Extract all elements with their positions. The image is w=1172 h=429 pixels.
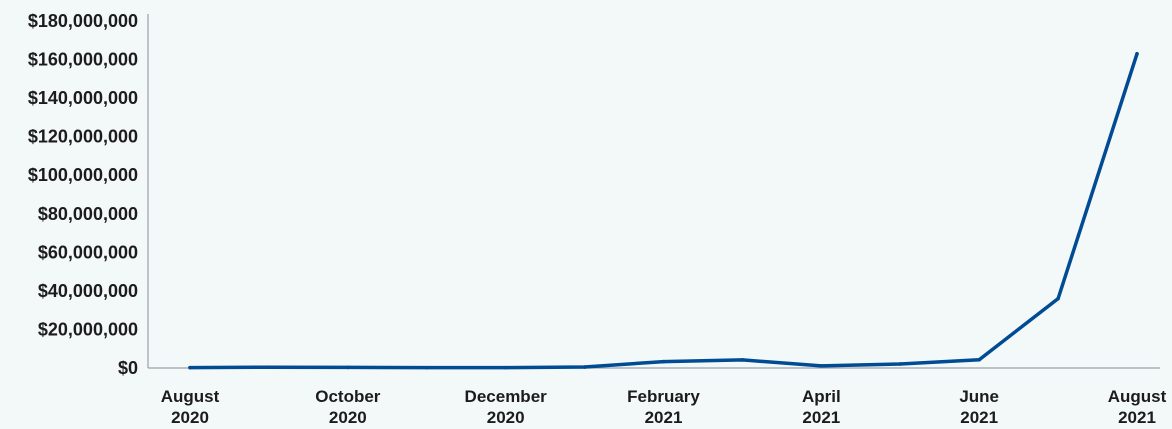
y-tick-label: $100,000,000 bbox=[28, 165, 138, 185]
y-tick-label: $160,000,000 bbox=[28, 50, 138, 70]
data-point bbox=[346, 365, 350, 370]
x-tick-month: December bbox=[465, 387, 548, 406]
y-tick-label: $60,000,000 bbox=[38, 242, 138, 262]
plot-area bbox=[188, 51, 1139, 370]
x-tick-year: 2020 bbox=[487, 408, 525, 427]
x-tick-year: 2021 bbox=[960, 408, 998, 427]
data-point bbox=[977, 357, 981, 362]
x-tick-label: June 2021 bbox=[959, 387, 999, 427]
data-point bbox=[424, 365, 429, 370]
y-tick-label: $120,000,000 bbox=[28, 127, 138, 147]
x-tick-year: 2020 bbox=[171, 408, 209, 427]
x-tick-month: October bbox=[315, 387, 381, 406]
y-tick-label: $80,000,000 bbox=[38, 204, 138, 224]
y-tick-label: $40,000,000 bbox=[38, 281, 138, 301]
x-tick-label: December 2020 bbox=[465, 387, 548, 427]
x-tick-label: August 2020 bbox=[161, 387, 220, 427]
x-tick-month: April bbox=[802, 387, 841, 406]
x-tick-year: 2021 bbox=[802, 408, 840, 427]
data-point bbox=[503, 365, 508, 370]
y-tick-label: $20,000,000 bbox=[38, 319, 138, 339]
x-tick-year: 2020 bbox=[329, 408, 367, 427]
y-tick-label: $140,000,000 bbox=[28, 88, 138, 108]
x-tick-year: 2021 bbox=[1118, 408, 1156, 427]
data-point bbox=[661, 359, 666, 364]
x-tick-label: February 2021 bbox=[627, 387, 700, 427]
y-axis: $0 $20,000,000 $40,000,000 $60,000,000 $80,0… bbox=[28, 11, 149, 378]
x-axis: August 2020 October 2020 December 2020 Februar… bbox=[148, 367, 1167, 427]
data-point bbox=[898, 362, 903, 366]
x-tick-label: April 2021 bbox=[802, 387, 841, 427]
y-tick-label: $180,000,000 bbox=[28, 11, 138, 31]
x-tick-month: August bbox=[161, 387, 220, 406]
x-tick-month: February bbox=[627, 387, 700, 406]
x-tick-month: August bbox=[1108, 387, 1167, 406]
x-tick-label: October 2020 bbox=[315, 387, 381, 427]
data-point bbox=[267, 365, 271, 370]
data-point bbox=[582, 365, 587, 369]
data-point bbox=[188, 365, 192, 370]
x-tick-label: August 2021 bbox=[1108, 387, 1167, 427]
y-tick-label: $0 bbox=[118, 358, 138, 378]
data-point bbox=[1135, 51, 1139, 56]
x-tick-month: June bbox=[959, 387, 999, 406]
data-point bbox=[1056, 296, 1060, 301]
data-point bbox=[740, 358, 745, 362]
data-point bbox=[819, 364, 824, 368]
x-tick-year: 2021 bbox=[645, 408, 683, 427]
